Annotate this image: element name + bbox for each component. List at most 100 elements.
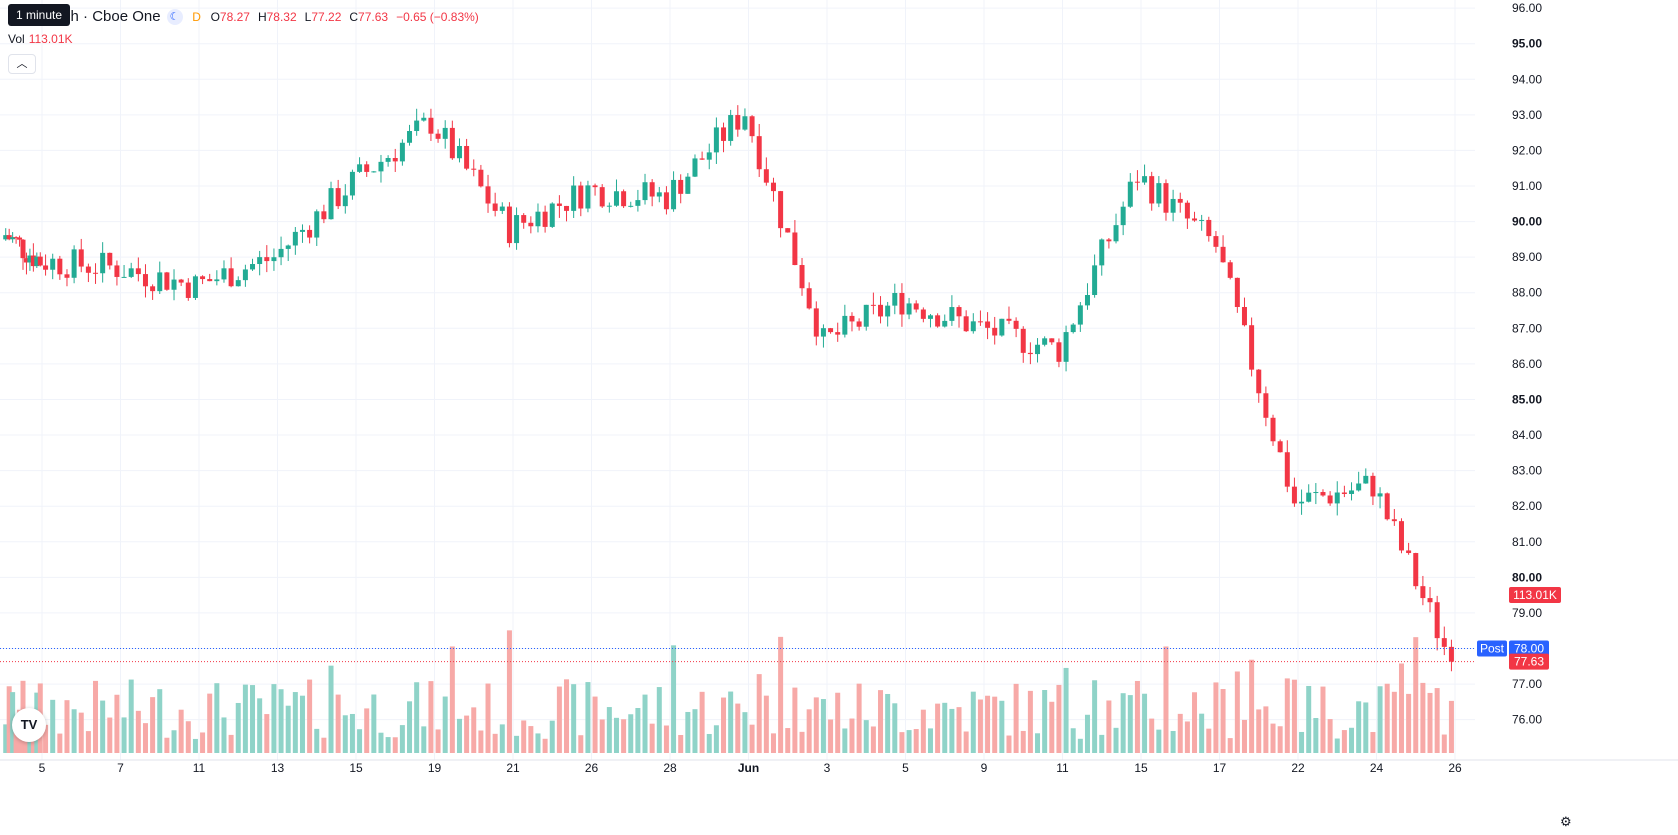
candle-body <box>27 255 33 263</box>
candle-body <box>1070 324 1076 333</box>
candle-body <box>642 182 648 201</box>
candle-body <box>685 176 691 194</box>
volume-bar <box>442 696 448 753</box>
candle-body <box>57 258 63 275</box>
candle-body <box>71 249 77 278</box>
candle-body <box>1334 492 1340 504</box>
y-tick-label: 80.00 <box>1512 570 1542 584</box>
x-tick-label: 15 <box>1134 761 1148 775</box>
candle-body <box>842 315 848 335</box>
y-tick-label: 94.00 <box>1512 72 1542 86</box>
volume-bar <box>1106 700 1112 753</box>
volume-bar <box>228 734 234 753</box>
candle-body <box>185 282 191 298</box>
candle-body <box>1042 338 1048 345</box>
y-tick-label: 90.00 <box>1512 215 1542 229</box>
candle-body <box>207 279 213 282</box>
gear-icon[interactable]: ⚙ <box>1560 814 1572 829</box>
candle-body <box>235 280 241 287</box>
candle-body <box>349 171 355 196</box>
volume-bar <box>1220 689 1226 753</box>
volume-bar <box>3 724 9 753</box>
volume-bar <box>578 735 584 753</box>
candle-body <box>1035 344 1041 355</box>
candle-body <box>485 186 491 204</box>
x-tick-label: 11 <box>1056 761 1069 775</box>
delay-badge[interactable]: D <box>192 9 201 24</box>
candle-body <box>564 205 570 211</box>
last-price-tag-bg <box>1509 653 1549 670</box>
volume-bar <box>57 733 63 753</box>
candle-body <box>192 276 198 298</box>
candle-body <box>820 328 826 337</box>
volume-bar <box>1313 718 1319 753</box>
volume-bar <box>499 724 505 753</box>
candle-body <box>1020 328 1026 353</box>
candle-body <box>314 211 320 238</box>
candle-body <box>23 258 29 263</box>
volume-bar <box>706 733 712 753</box>
volume-bar <box>292 692 298 753</box>
volume-bar <box>799 731 805 753</box>
candle-body <box>1234 277 1240 308</box>
tradingview-logo[interactable]: TV <box>12 708 46 742</box>
candle-body <box>599 187 605 207</box>
volume-bar <box>728 691 734 753</box>
volume-bar <box>221 717 227 753</box>
volume-bar <box>1192 692 1198 753</box>
volume-bar <box>1398 663 1404 753</box>
candle-body <box>749 116 755 137</box>
volume-bar <box>1420 682 1426 753</box>
volume-bar <box>642 694 648 753</box>
candle-body <box>492 203 498 211</box>
candle-body <box>107 252 113 266</box>
candle-body <box>164 272 170 290</box>
volume-bar <box>185 721 191 753</box>
candle-body <box>321 211 327 220</box>
volume-bar <box>271 684 277 753</box>
candle-body <box>178 279 184 283</box>
volume-bar <box>506 630 512 753</box>
candle-body <box>1084 294 1090 306</box>
candle-body <box>1313 492 1319 494</box>
volume-bar <box>935 703 941 753</box>
volume-bar <box>899 732 905 753</box>
candle-body <box>942 320 948 327</box>
candle-body <box>6 235 12 240</box>
candle-body <box>549 203 555 227</box>
candle-body <box>1341 492 1347 494</box>
candle-body <box>385 157 391 162</box>
volume-bar <box>956 707 962 753</box>
candle-body <box>328 188 334 220</box>
candle-body <box>763 169 769 183</box>
volume-bar <box>927 728 933 753</box>
candle-body <box>813 308 819 337</box>
volume-bar <box>785 728 791 753</box>
volume-bar <box>278 689 284 753</box>
volume-bar <box>1199 713 1205 753</box>
moon-icon[interactable]: ☾ <box>166 8 183 25</box>
candle-body <box>999 318 1005 336</box>
volume-bar <box>1042 690 1048 753</box>
candle-body <box>970 321 976 332</box>
candle-body <box>556 203 562 206</box>
candle-body <box>464 145 470 169</box>
volume-bar <box>1349 727 1355 753</box>
chevron-up-icon[interactable]: ︿ <box>8 54 36 74</box>
candle-body <box>100 252 106 274</box>
volume-bar <box>571 684 577 753</box>
y-tick-label: 83.00 <box>1512 464 1542 478</box>
y-tick-label: 91.00 <box>1512 179 1542 193</box>
volume-bar <box>1263 706 1269 753</box>
candle-body <box>30 255 36 267</box>
high-label: H <box>257 9 267 24</box>
y-tick-label: 89.00 <box>1512 250 1542 264</box>
volume-bar <box>828 719 834 753</box>
last-price-tag: 77.63 <box>1514 655 1544 669</box>
candle-body <box>257 257 263 265</box>
candle-body <box>542 211 548 227</box>
y-tick-label: 76.00 <box>1512 713 1542 727</box>
volume-bar <box>1177 713 1183 753</box>
volume-bar <box>64 700 70 753</box>
